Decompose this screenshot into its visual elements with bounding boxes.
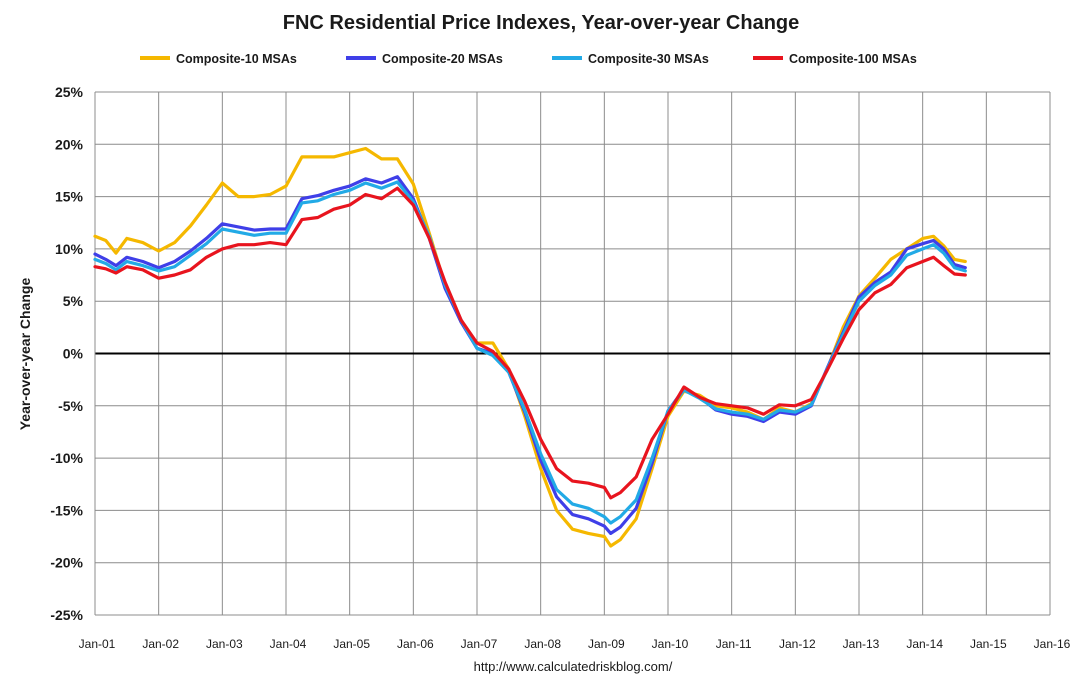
- x-tick-label: Jan-08: [524, 637, 561, 651]
- x-tick-label: Jan-04: [270, 637, 307, 651]
- y-tick-label: 10%: [55, 241, 84, 257]
- legend-label-composite-20-msas: Composite-20 MSAs: [382, 52, 503, 66]
- y-tick-label: 5%: [63, 293, 84, 309]
- y-axis-label: Year-over-year Change: [17, 278, 33, 431]
- x-tick-label: Jan-01: [79, 637, 116, 651]
- legend-label-composite-10-msas: Composite-10 MSAs: [176, 52, 297, 66]
- grid: [94, 91, 1051, 616]
- x-tick-label: Jan-14: [906, 637, 943, 651]
- x-tick-label: Jan-06: [397, 637, 434, 651]
- x-tick-label: Jan-11: [716, 637, 752, 651]
- y-tick-label: -25%: [50, 607, 83, 623]
- series-line-composite-100-msas: [93, 186, 967, 500]
- y-axis-ticks: 25% 20% 15% 10% 5% 0% -5% -10% -15% -20% -25%: [50, 84, 83, 623]
- x-tick-label: Jan-15: [970, 637, 1007, 651]
- source-url: http://www.calculatedriskblog.com/: [474, 659, 673, 674]
- x-axis-ticks: Jan-01 Jan-02 Jan-03 Jan-04 Jan-05 Jan-06 Jan-…: [79, 637, 1071, 651]
- x-tick-label: Jan-02: [142, 637, 179, 651]
- x-tick-label: Jan-05: [333, 637, 370, 651]
- y-tick-label: -5%: [58, 398, 83, 414]
- series-lines: [93, 146, 967, 548]
- x-tick-label: Jan-07: [461, 637, 498, 651]
- chart-title: FNC Residential Price Indexes, Year-over…: [283, 12, 800, 34]
- x-tick-label: Jan-03: [206, 637, 243, 651]
- legend: Composite-10 MSAs Composite-20 MSAs Compos…: [140, 52, 917, 66]
- y-tick-label: -10%: [50, 450, 83, 466]
- y-tick-label: 0%: [63, 346, 84, 362]
- x-tick-label: Jan-13: [843, 637, 880, 651]
- y-tick-label: -20%: [50, 555, 83, 571]
- legend-label-composite-30-msas: Composite-30 MSAs: [588, 52, 709, 66]
- y-tick-label: 25%: [55, 84, 84, 100]
- x-tick-label: Jan-10: [652, 637, 689, 651]
- x-tick-label: Jan-12: [779, 637, 816, 651]
- y-tick-label: 20%: [55, 136, 84, 152]
- x-tick-label: Jan-16: [1034, 637, 1071, 651]
- y-tick-label: -15%: [50, 502, 83, 518]
- x-tick-label: Jan-09: [588, 637, 625, 651]
- legend-label-composite-100-msas: Composite-100 MSAs: [789, 52, 917, 66]
- series-line-composite-10-msas: [93, 146, 967, 548]
- y-tick-label: 15%: [55, 189, 84, 205]
